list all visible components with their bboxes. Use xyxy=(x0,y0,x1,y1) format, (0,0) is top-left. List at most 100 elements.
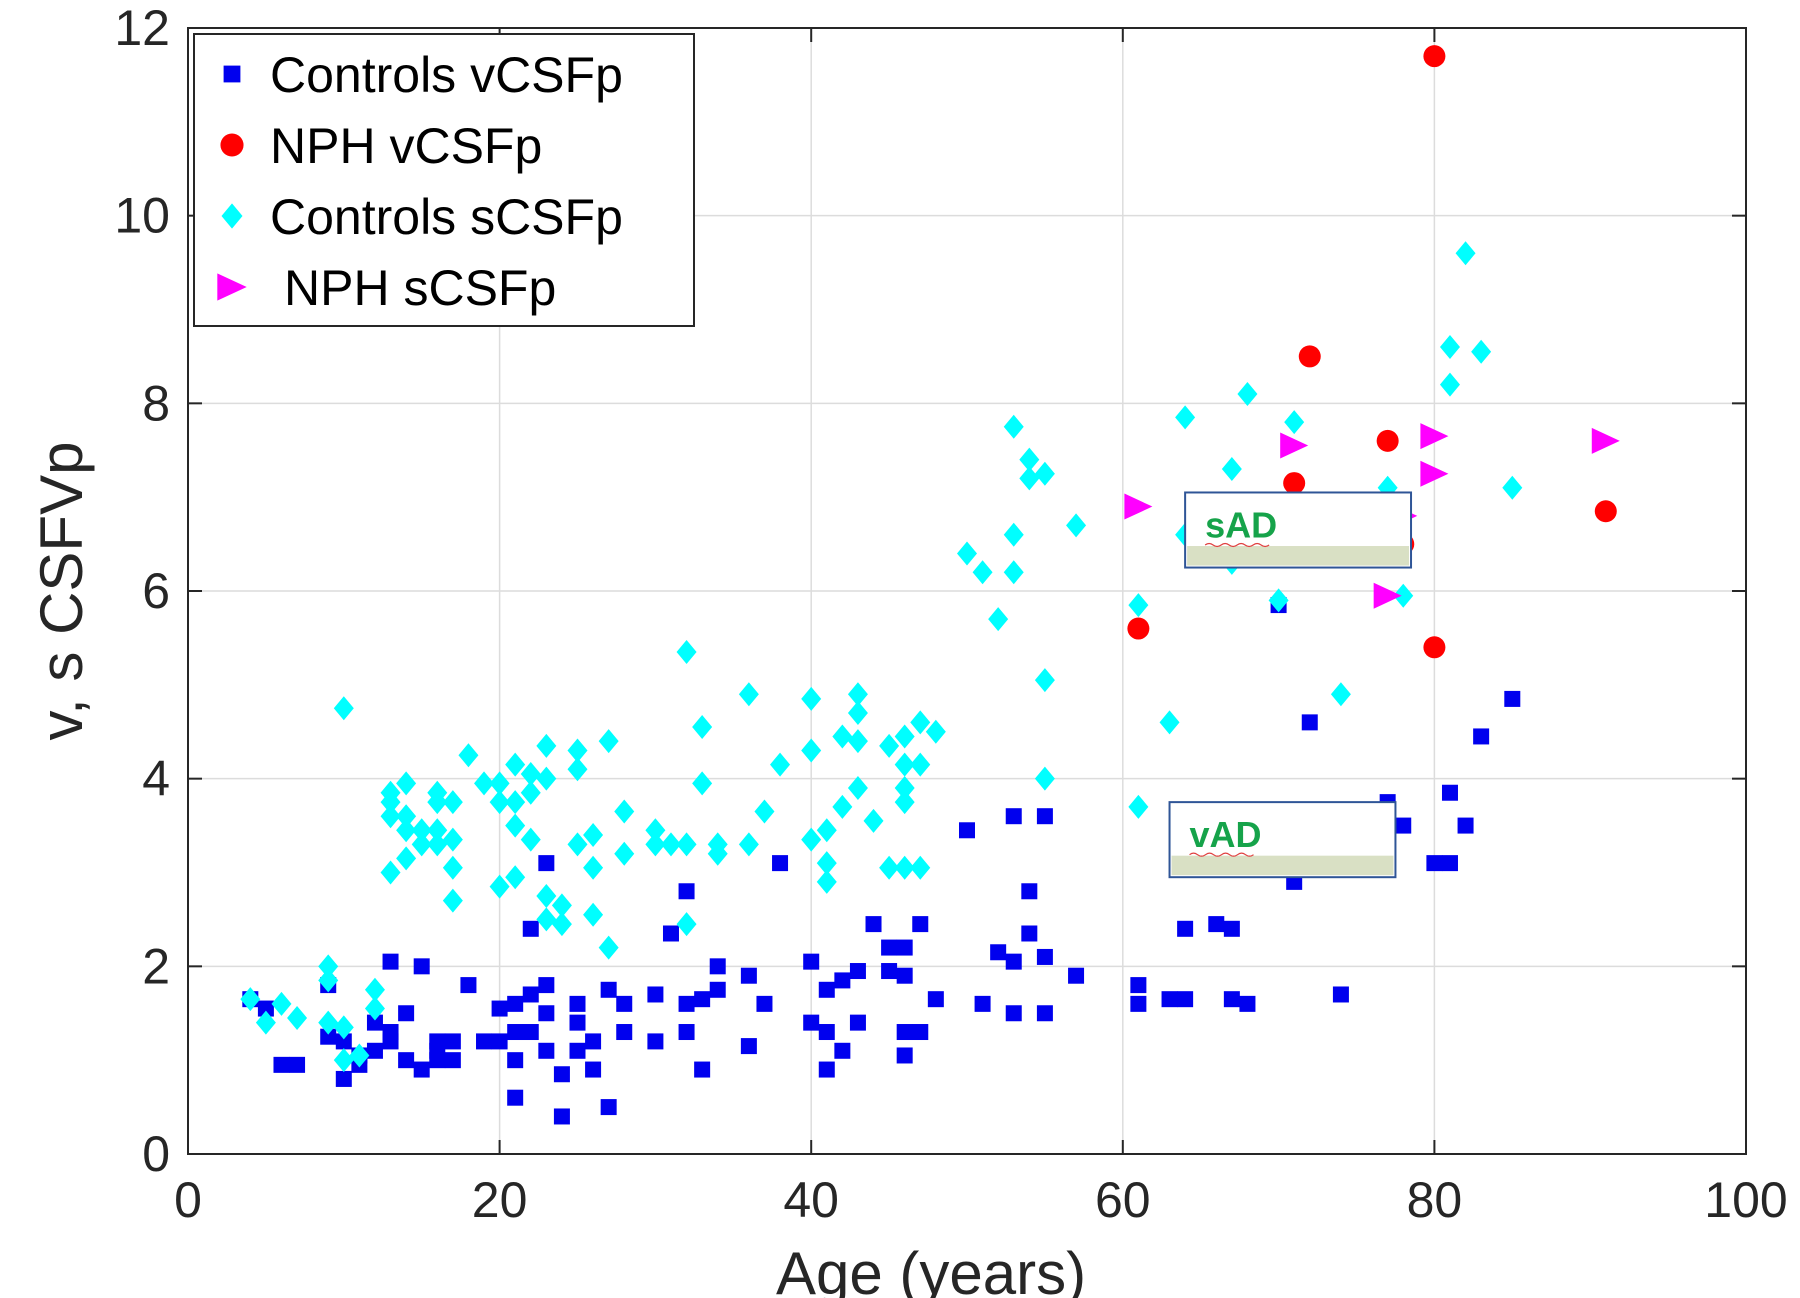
data-point xyxy=(896,939,913,956)
data-point xyxy=(411,818,432,843)
data-point xyxy=(520,827,541,852)
data-point xyxy=(458,743,479,768)
data-point xyxy=(1284,410,1305,435)
data-point xyxy=(366,1042,383,1059)
data-point xyxy=(364,977,385,1002)
data-point xyxy=(507,995,524,1012)
data-point xyxy=(411,832,432,857)
data-point xyxy=(910,855,931,880)
data-point xyxy=(1423,45,1446,68)
data-point xyxy=(662,925,679,942)
data-point xyxy=(756,995,773,1012)
annotation-band xyxy=(1187,546,1410,566)
data-point xyxy=(489,771,510,796)
data-point xyxy=(801,738,822,763)
data-point xyxy=(366,1014,383,1031)
data-point xyxy=(1034,461,1055,486)
y-tick-label: 12 xyxy=(114,0,170,56)
data-point xyxy=(738,832,759,857)
data-point xyxy=(505,813,526,838)
data-point xyxy=(1591,427,1620,454)
data-point xyxy=(896,1047,913,1064)
data-point xyxy=(676,639,697,664)
data-point xyxy=(413,1061,430,1078)
data-point xyxy=(333,696,354,721)
data-point xyxy=(847,700,868,725)
data-point xyxy=(553,1066,570,1083)
data-point xyxy=(1373,582,1402,609)
data-point xyxy=(1019,447,1040,472)
legend-entry: Controls vCSFp xyxy=(223,47,623,103)
data-point xyxy=(1068,967,1085,984)
data-point xyxy=(538,1042,555,1059)
data-point xyxy=(476,1033,493,1050)
data-point xyxy=(834,1042,851,1059)
data-point xyxy=(380,804,401,829)
data-point xyxy=(709,958,726,975)
data-point xyxy=(834,972,851,989)
data-point xyxy=(694,991,711,1008)
legend-label: Controls vCSFp xyxy=(270,47,623,103)
data-point xyxy=(398,1005,415,1022)
data-point xyxy=(551,893,572,918)
data-point xyxy=(320,1028,337,1045)
data-point xyxy=(553,1108,570,1125)
data-point xyxy=(1019,466,1040,491)
data-point xyxy=(647,1033,664,1050)
data-point xyxy=(333,1015,354,1040)
data-point xyxy=(489,874,510,899)
data-point xyxy=(1441,784,1458,801)
legend: Controls vCSFp NPH vCSFp Controls sCSFp NPH… xyxy=(193,33,695,327)
data-point xyxy=(849,963,866,980)
data-point xyxy=(1021,883,1038,900)
data-point xyxy=(505,790,526,815)
data-point xyxy=(520,761,541,786)
data-point xyxy=(614,799,635,824)
data-point xyxy=(600,1099,617,1116)
data-point xyxy=(676,832,697,857)
data-point xyxy=(738,682,759,707)
data-point xyxy=(957,541,977,566)
data-point xyxy=(816,851,837,876)
data-point xyxy=(507,1089,524,1106)
data-point xyxy=(427,818,448,843)
data-point xyxy=(505,752,526,777)
legend-entry: NPH vCSFp xyxy=(220,118,542,174)
data-point xyxy=(881,939,898,956)
legend-marker xyxy=(221,203,243,229)
data-point xyxy=(335,1070,352,1087)
data-point xyxy=(442,888,463,913)
data-point xyxy=(1003,414,1024,439)
data-point xyxy=(444,1052,461,1069)
data-point xyxy=(1420,423,1449,450)
data-point xyxy=(1036,948,1053,965)
data-point xyxy=(881,963,898,980)
legend-label: Controls sCSFp xyxy=(270,189,623,245)
data-point xyxy=(1239,995,1256,1012)
y-tick-label: 2 xyxy=(142,938,170,994)
data-point xyxy=(707,841,728,866)
data-point xyxy=(770,752,791,777)
data-point xyxy=(273,1056,290,1073)
data-point xyxy=(1332,986,1349,1003)
data-point xyxy=(894,790,915,815)
data-marks xyxy=(240,45,1620,1125)
data-point xyxy=(569,995,586,1012)
data-point xyxy=(1330,682,1351,707)
data-point xyxy=(567,738,588,763)
data-point xyxy=(289,1056,306,1073)
data-point xyxy=(474,771,495,796)
data-point xyxy=(894,776,915,801)
data-point xyxy=(598,935,619,960)
data-point xyxy=(879,855,900,880)
data-point xyxy=(505,865,526,890)
data-point xyxy=(240,987,261,1012)
data-point xyxy=(413,958,430,975)
data-point xyxy=(598,729,619,754)
data-point xyxy=(678,1024,695,1041)
data-point xyxy=(847,682,868,707)
data-point xyxy=(863,808,884,833)
data-point xyxy=(382,953,399,970)
data-point xyxy=(616,1024,633,1041)
